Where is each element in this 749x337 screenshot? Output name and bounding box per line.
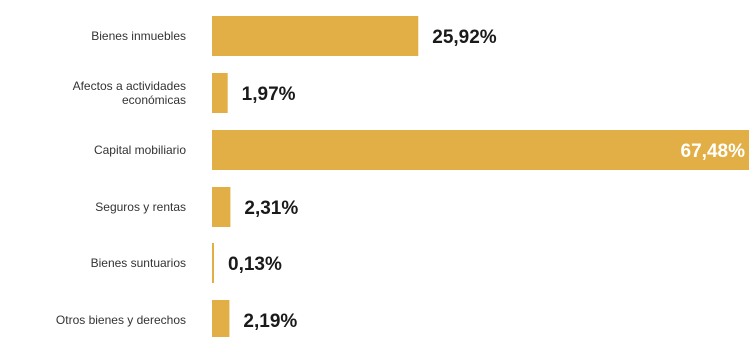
value-label: 67,48% <box>681 141 746 162</box>
category-label: Bienes inmuebles <box>91 29 186 43</box>
bar <box>212 130 749 170</box>
value-label: 2,31% <box>244 198 298 219</box>
value-label: 0,13% <box>228 254 282 275</box>
bar <box>212 187 231 227</box>
bar <box>212 16 419 56</box>
category-label: Bienes suntuarios <box>91 256 186 270</box>
value-label: 25,92% <box>432 27 497 48</box>
category-label: Otros bienes y derechos <box>56 313 186 327</box>
value-label: 2,19% <box>243 311 297 332</box>
value-label: 1,97% <box>242 84 296 105</box>
bar <box>212 300 230 337</box>
bar <box>212 73 228 113</box>
category-label: Seguros y rentas <box>95 200 186 214</box>
bar <box>212 243 214 283</box>
category-label: Capital mobiliario <box>94 143 186 157</box>
category-label: Afectos a actividades económicas <box>73 79 186 107</box>
